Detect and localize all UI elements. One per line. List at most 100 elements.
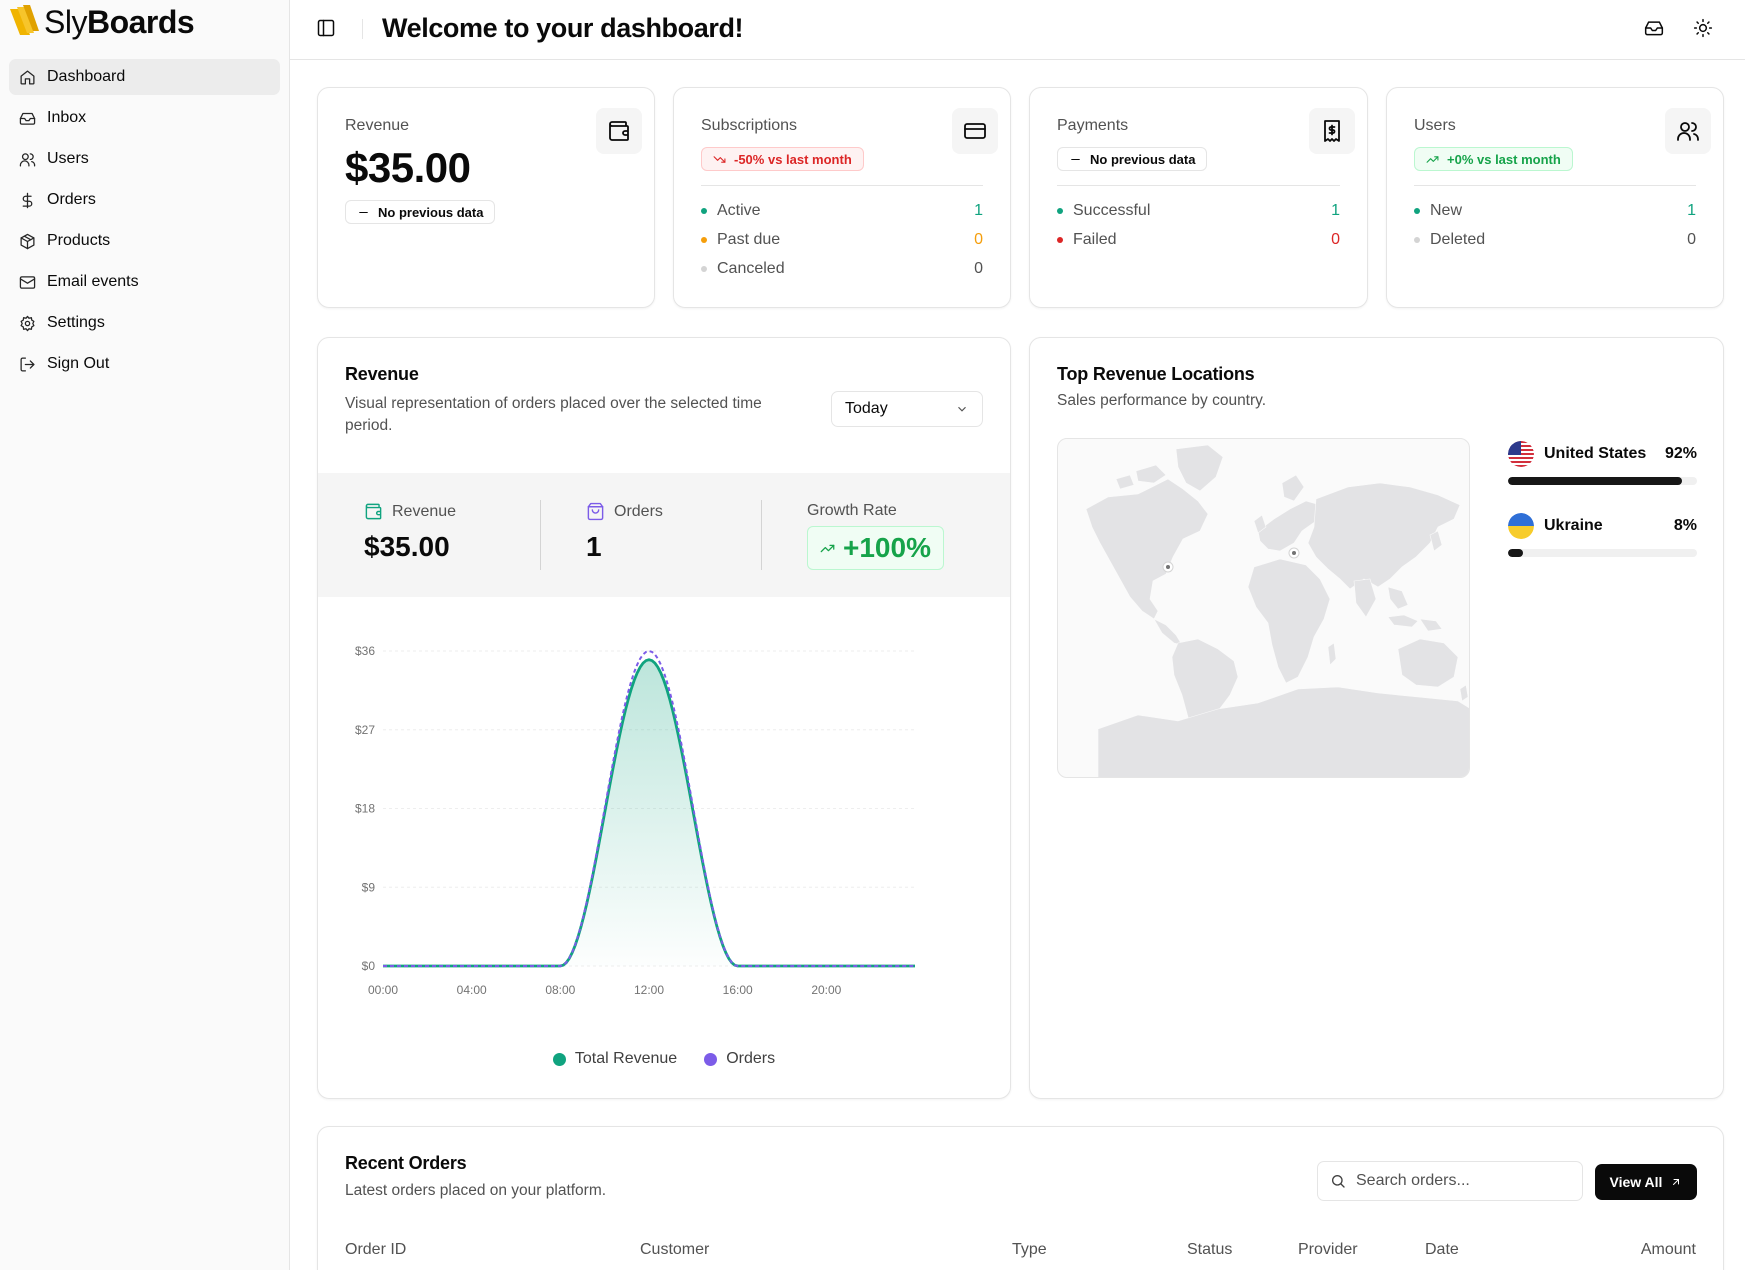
stat-icon-box (952, 108, 998, 154)
search-orders-field[interactable] (1317, 1161, 1583, 1201)
stat-badge-text: -50% vs last month (734, 151, 852, 167)
map-region-indonesia (1387, 614, 1419, 628)
metric-divider-line (761, 500, 762, 570)
stat-divider (1057, 185, 1340, 186)
recent-orders-card: Recent Orders Latest orders placed on yo… (317, 1126, 1724, 1270)
brand-name: SlyBoards (44, 4, 195, 40)
stat-row-label: Deleted (1430, 231, 1486, 248)
legend-label: Total Revenue (574, 1050, 678, 1067)
sun-icon (1693, 18, 1713, 38)
stat-row-failed: Failed 0 (1057, 230, 1340, 250)
legend-item-total-revenue[interactable]: Total Revenue (552, 1050, 678, 1068)
stat-divider (701, 185, 983, 186)
world-map[interactable] (1057, 438, 1470, 778)
map-region-southeast-asia (1387, 586, 1409, 610)
stat-icon-box (1665, 108, 1711, 154)
home-icon (20, 69, 35, 85)
status-dot (1057, 208, 1063, 214)
stat-badge-text: +0% vs last month (1447, 151, 1561, 167)
column-header-amount[interactable]: Amount (1640, 1241, 1696, 1258)
sidebar-item-label: Inbox (47, 109, 87, 126)
map-region-uk (1253, 514, 1267, 534)
map-region-arctic-islands (1135, 464, 1167, 484)
country-share-bar (1508, 549, 1697, 557)
stat-label: Users (1414, 117, 1456, 134)
map-region-europe (1257, 500, 1321, 552)
stat-row-value: 1 (1687, 202, 1696, 219)
map-region-north-america (1085, 478, 1209, 620)
column-header-status[interactable]: Status (1187, 1241, 1233, 1258)
map-region-antarctica (1097, 686, 1469, 777)
trending-up-icon (820, 544, 835, 552)
sidebar-item-label: Users (47, 150, 89, 167)
top-header: Welcome to your dashboard! (290, 0, 1745, 60)
stat-icon-box (596, 108, 642, 154)
brand-logo[interactable]: SlyBoards (8, 2, 195, 42)
revenue-chart-card: Revenue Visual representation of orders … (317, 337, 1011, 1099)
country-row-ukraine: Ukraine 8% (1508, 512, 1697, 557)
card-description: Visual representation of orders placed o… (345, 395, 762, 434)
sidebar-toggle-button[interactable] (316, 18, 338, 40)
x-tick-label: 16:00 (723, 983, 753, 997)
header-divider (362, 19, 363, 39)
column-header-order-id[interactable]: Order ID (345, 1241, 407, 1258)
stat-row-value: 1 (974, 202, 983, 219)
stat-row-label: Failed (1073, 231, 1117, 248)
inbox-button[interactable] (1644, 18, 1666, 40)
legend-item-orders[interactable]: Orders (704, 1050, 775, 1068)
stat-divider (1414, 185, 1696, 186)
metric-growth: Growth Rate +100% (807, 473, 1007, 597)
x-tick-label: 00:00 (368, 983, 398, 997)
metric-revenue: Revenue $35.00 (364, 473, 534, 597)
status-dot (701, 266, 707, 272)
stat-badge: No previous data (1057, 147, 1208, 171)
period-select[interactable]: Today (831, 391, 983, 427)
map-marker-dot (1166, 565, 1170, 569)
chart-legend: Total Revenue Orders (318, 1050, 1010, 1068)
stat-row-value: 0 (974, 231, 983, 248)
column-header-date[interactable]: Date (1425, 1241, 1459, 1258)
country-row-united-states: United States 92% (1508, 440, 1697, 485)
sidebar-item-users[interactable]: Users (9, 141, 280, 177)
inbox-icon (1644, 21, 1664, 36)
y-tick-label: $9 (362, 880, 376, 894)
sidebar-item-sign-out[interactable]: Sign Out (9, 346, 280, 382)
card-description: Sales performance by country. (1057, 392, 1267, 409)
metric-label: Orders (586, 502, 663, 521)
map-region-arctic-islands (1115, 474, 1135, 490)
minus-icon (1071, 158, 1080, 160)
growth-badge: +100% (807, 526, 944, 570)
ukraine-flag-icon (1508, 513, 1534, 539)
x-tick-label: 20:00 (811, 983, 841, 997)
inbox-icon (19, 112, 36, 125)
column-header-provider[interactable]: Provider (1298, 1241, 1358, 1258)
sidebar-item-email-events[interactable]: Email events (9, 264, 280, 300)
stat-badge-text: No previous data (1090, 151, 1196, 167)
sidebar-item-products[interactable]: Products (9, 223, 280, 259)
view-all-button[interactable]: View All (1595, 1164, 1697, 1200)
sidebar: SlyBoards Dashboard Inbox Users Orders P… (0, 0, 290, 1270)
sidebar-item-orders[interactable]: Orders (9, 182, 280, 218)
search-icon (1332, 1175, 1345, 1188)
map-region-australia (1397, 638, 1459, 688)
map-region-india (1353, 578, 1377, 618)
y-tick-label: $0 (362, 959, 376, 973)
minus-icon (359, 211, 368, 213)
trending-down-icon (713, 155, 726, 163)
search-input[interactable] (1356, 1172, 1566, 1190)
stat-label: Revenue (345, 117, 410, 134)
x-tick-label: 04:00 (457, 983, 487, 997)
map-region-japan (1429, 530, 1443, 552)
stat-row-value: 0 (974, 260, 983, 277)
sidebar-item-label: Products (47, 232, 111, 249)
map-region-madagascar (1327, 642, 1337, 666)
sidebar-item-label: Settings (47, 314, 105, 331)
column-header-customer[interactable]: Customer (640, 1241, 710, 1258)
sidebar-item-settings[interactable]: Settings (9, 305, 280, 341)
brand-name-sly: Sly (44, 4, 87, 40)
sidebar-item-dashboard[interactable]: Dashboard (9, 59, 280, 95)
theme-toggle-button[interactable] (1693, 18, 1715, 40)
column-header-type[interactable]: Type (1012, 1241, 1047, 1258)
sidebar-item-inbox[interactable]: Inbox (9, 100, 280, 136)
